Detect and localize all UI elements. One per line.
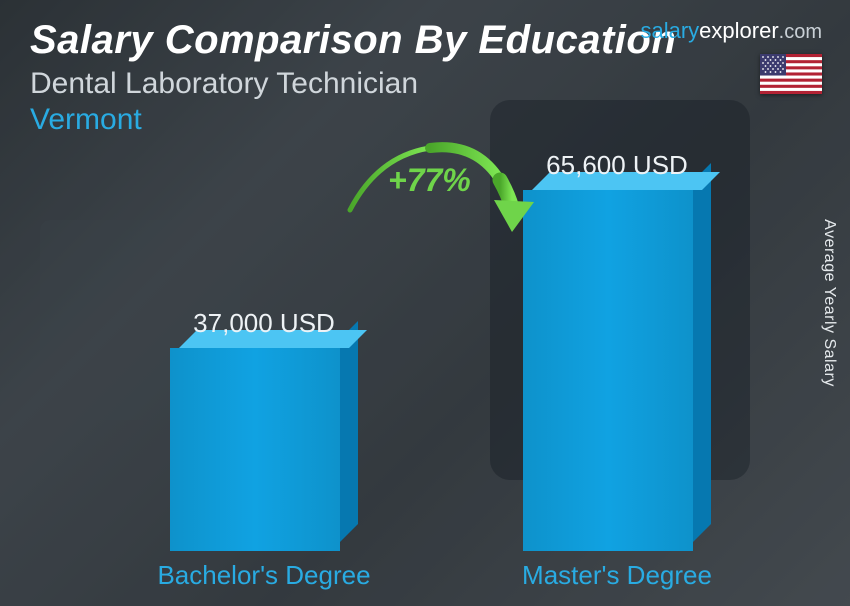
chart-area: 37,000 USDBachelor's Degree65,600 USDMas… (0, 150, 850, 606)
flag-icon (760, 54, 822, 94)
brand-text: salaryexplorer.com (640, 18, 822, 44)
location: Vermont (30, 103, 820, 137)
brand-suffix: .com (779, 21, 822, 43)
bar-label: Master's Degree (522, 560, 712, 591)
brand-mid: explorer (699, 18, 778, 43)
bar-label: Bachelor's Degree (157, 560, 370, 591)
brand: salaryexplorer.com (640, 18, 822, 99)
brand-prefix: salary (640, 18, 699, 43)
y-axis-label: Average Yearly Salary (820, 219, 838, 387)
increase-percent: +77% (388, 162, 471, 199)
